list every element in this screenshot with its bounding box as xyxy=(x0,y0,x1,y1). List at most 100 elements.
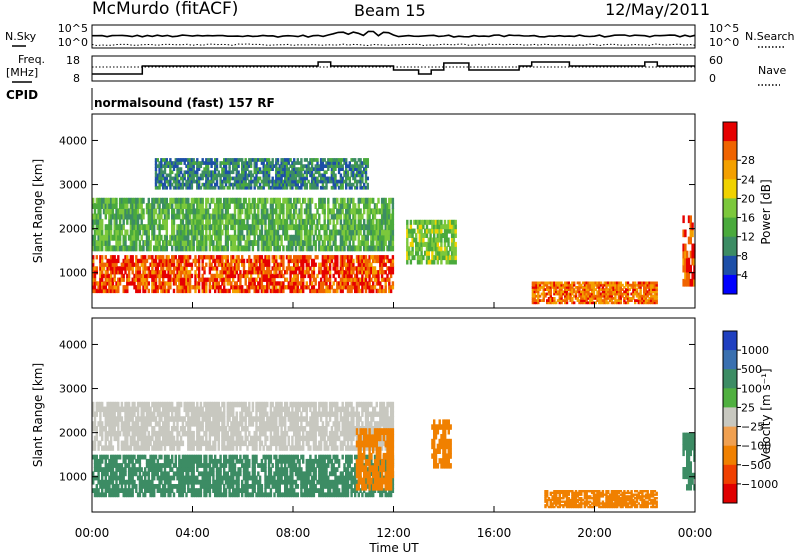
data-cell xyxy=(289,273,292,279)
data-cell xyxy=(111,266,115,271)
data-cell xyxy=(553,281,556,285)
data-cell xyxy=(616,290,619,294)
data-cell xyxy=(650,290,653,294)
data-cell xyxy=(445,224,448,230)
data-cell xyxy=(233,288,237,294)
data-cell xyxy=(294,170,298,175)
data-cell xyxy=(384,224,387,231)
data-cell xyxy=(285,229,289,236)
data-cell xyxy=(244,167,247,171)
data-cell xyxy=(382,203,386,209)
data-cell xyxy=(271,203,274,209)
data-cell xyxy=(364,234,368,241)
data-cell xyxy=(104,255,107,260)
data-cell xyxy=(687,278,691,287)
data-cell xyxy=(538,286,542,289)
data-cell xyxy=(420,250,423,256)
data-cell xyxy=(332,185,335,190)
data-cell xyxy=(389,262,393,267)
data-cell xyxy=(368,197,371,204)
data-cell xyxy=(185,197,188,204)
data-cell xyxy=(651,297,655,300)
data-cell xyxy=(571,292,574,296)
data-cell xyxy=(188,273,192,279)
data-cell xyxy=(310,213,314,220)
data-cell xyxy=(594,294,597,298)
data-cell xyxy=(406,246,409,252)
data-cell xyxy=(162,185,165,190)
data-cell xyxy=(221,203,224,209)
data-cell xyxy=(293,240,296,246)
data-cell xyxy=(386,258,389,264)
data-cell xyxy=(312,179,316,184)
data-cell xyxy=(194,288,197,294)
data-cell xyxy=(196,281,199,286)
data-cell xyxy=(251,229,255,236)
data-cell xyxy=(151,463,154,468)
data-cell xyxy=(590,292,594,296)
data-cell xyxy=(361,266,364,271)
data-cell xyxy=(334,182,337,187)
data-cell xyxy=(187,273,190,279)
data-cell xyxy=(101,471,104,477)
data-cell xyxy=(303,179,307,184)
data-cell xyxy=(93,463,97,468)
data-cell xyxy=(352,224,355,231)
data-cell xyxy=(131,475,134,481)
data-cell xyxy=(454,255,457,261)
data-cell xyxy=(264,173,267,178)
data-cell xyxy=(239,234,242,241)
data-cell xyxy=(129,255,133,260)
data-cell xyxy=(124,262,127,267)
data-cell xyxy=(332,161,335,165)
data-cell xyxy=(366,273,369,279)
data-cell xyxy=(607,281,610,285)
data-cell xyxy=(359,266,362,271)
data-cell xyxy=(359,245,362,252)
data-cell xyxy=(303,164,307,168)
data-cell xyxy=(219,255,222,260)
data-cell xyxy=(95,454,98,460)
data-cell xyxy=(167,277,170,282)
data-cell xyxy=(578,288,581,291)
data-cell xyxy=(533,297,536,300)
data-cell xyxy=(626,292,630,296)
data-cell xyxy=(319,197,323,204)
data-cell xyxy=(249,229,253,236)
data-cell xyxy=(212,197,215,204)
data-cell xyxy=(418,219,421,225)
data-cell xyxy=(163,258,167,264)
data-cell xyxy=(262,262,265,267)
data-cell xyxy=(190,167,194,171)
data-cell xyxy=(610,294,614,298)
data-cell xyxy=(235,288,238,294)
data-cell xyxy=(249,266,253,271)
data-cell xyxy=(269,288,273,294)
data-cell xyxy=(425,224,429,230)
data-cell xyxy=(242,167,246,171)
data-cell xyxy=(691,257,694,266)
data-cell xyxy=(581,299,585,302)
data-cell xyxy=(355,208,359,215)
data-cell xyxy=(354,176,357,181)
data-cell xyxy=(212,170,215,175)
data-cell xyxy=(334,176,337,181)
data-cell xyxy=(336,179,339,184)
data-cell xyxy=(433,219,436,225)
data-cell xyxy=(181,213,185,220)
data-cell xyxy=(221,288,224,294)
data-cell xyxy=(363,203,366,209)
data-cell xyxy=(434,228,438,234)
data-cell xyxy=(124,488,127,493)
data-cell xyxy=(208,266,212,271)
data-cell xyxy=(149,467,152,472)
data-cell xyxy=(165,258,168,264)
data-cell xyxy=(314,229,317,236)
data-cell xyxy=(619,286,622,289)
data-cell xyxy=(581,286,585,289)
data-cell xyxy=(433,259,436,265)
data-cell xyxy=(163,213,167,220)
data-cell xyxy=(592,294,596,298)
data-cell xyxy=(321,179,325,184)
data-cell xyxy=(127,245,131,252)
